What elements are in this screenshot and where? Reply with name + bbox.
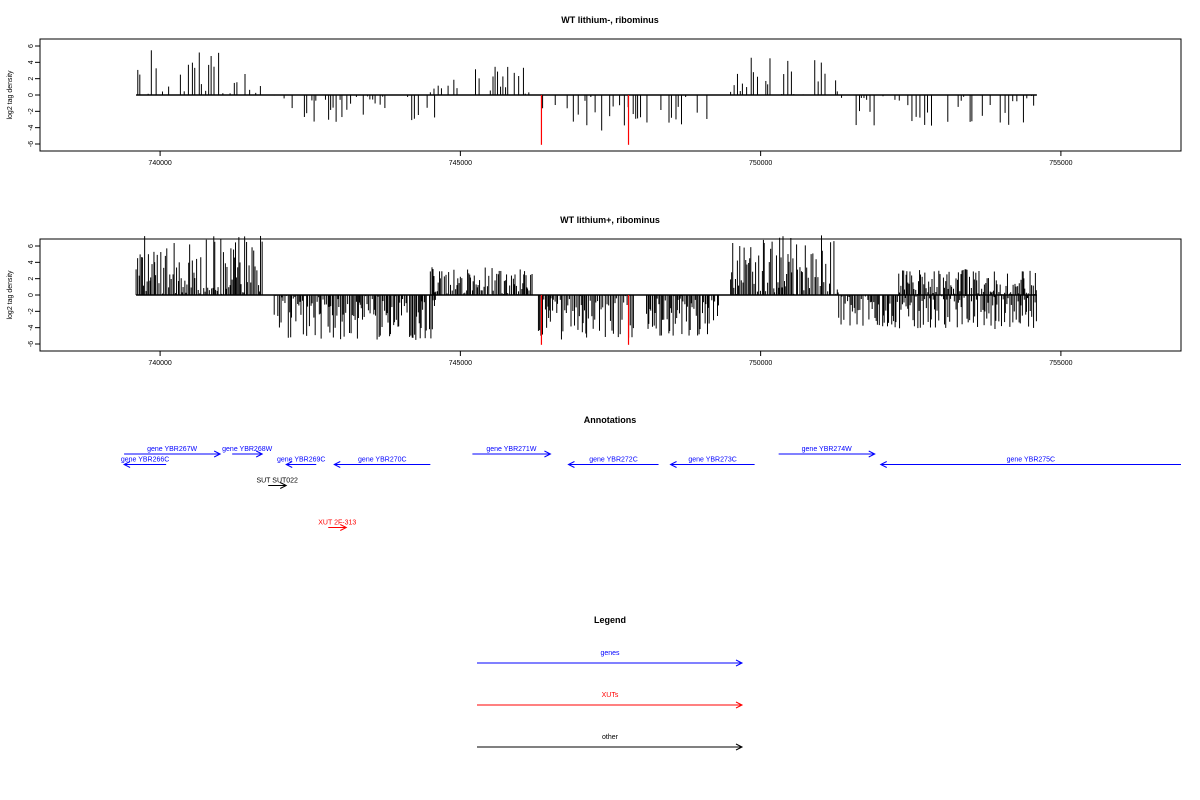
y-tick-label: -4 xyxy=(28,324,35,330)
y-tick-label: -6 xyxy=(28,341,35,347)
x-tick-label: 740000 xyxy=(148,160,171,167)
x-tick-label: 740000 xyxy=(148,360,171,367)
feature-label: gene YBR268W xyxy=(222,446,272,453)
feature-arrow-head xyxy=(122,461,131,468)
y-tick-label: 0 xyxy=(28,293,35,297)
feature-arrow-head xyxy=(213,450,222,458)
annotation-feature: gene YBR268W xyxy=(222,446,273,458)
x-tick-label: 745000 xyxy=(449,360,472,367)
feature-arrow-head xyxy=(285,461,293,468)
legend-item: other xyxy=(477,734,744,751)
panel-title: WT lithium-, ribominus xyxy=(561,15,659,25)
y-axis-label: log2 tag density xyxy=(7,70,14,120)
y-tick-label: 6 xyxy=(28,44,35,48)
legend-label: XUTs xyxy=(602,692,619,699)
signal-bars xyxy=(135,235,1037,345)
annotation-feature: gene YBR270C xyxy=(333,457,431,468)
x-tick-label: 750000 xyxy=(749,160,772,167)
signal-bars xyxy=(136,50,1037,145)
feature-label: gene YBR272C xyxy=(589,457,638,464)
y-tick-label: 2 xyxy=(28,277,35,281)
annotation-feature: gene YBR271W xyxy=(472,446,552,458)
x-tick-label: 745000 xyxy=(449,160,472,167)
feature-arrow-head xyxy=(279,482,288,489)
feature-arrow-head xyxy=(340,524,348,531)
legend-title: Legend xyxy=(594,615,626,625)
x-axis: 740000 745000 750000 755000 xyxy=(148,351,1073,367)
legend-arrow-head xyxy=(735,659,744,667)
y-tick-label: -6 xyxy=(28,141,35,147)
x-tick-label: 755000 xyxy=(1049,360,1072,367)
feature-label: gene YBR266C xyxy=(121,457,170,464)
legend-item: XUTs xyxy=(477,692,744,709)
feature-label: SUT SUT022 xyxy=(256,478,298,485)
annotation-feature: gene YBR266C xyxy=(121,457,170,468)
legend: Legend genes XUTs other xyxy=(477,615,744,751)
feature-label: gene YBR271W xyxy=(486,446,536,453)
legend-arrow-head xyxy=(735,701,744,709)
feature-label: gene YBR273C xyxy=(688,457,737,464)
annotation-feature: gene YBR267W xyxy=(124,446,222,458)
annotation-feature: gene YBR273C xyxy=(669,457,755,468)
feature-arrow-head xyxy=(868,450,876,458)
y-axis: -6 -4 -2 0 2 4 6 xyxy=(28,244,40,347)
legend-label: genes xyxy=(600,650,620,657)
y-tick-label: -4 xyxy=(28,124,35,130)
feature-arrow-head xyxy=(879,461,887,468)
legend-arrow-head xyxy=(735,743,744,751)
feature-label: gene YBR267W xyxy=(147,446,197,453)
feature-label: gene YBR274W xyxy=(802,446,852,453)
feature-arrow-head xyxy=(669,461,677,468)
feature-label: gene YBR269C xyxy=(277,457,326,464)
annotation-feature: SUT SUT022 xyxy=(256,478,298,489)
y-axis: -6 -4 -2 0 2 4 6 xyxy=(28,44,40,147)
annotation-feature: XUT 2F-313 xyxy=(318,520,356,531)
x-tick-label: 750000 xyxy=(749,360,772,367)
panel-title: WT lithium+, ribominus xyxy=(560,215,660,225)
feature-arrow-head xyxy=(255,450,264,458)
feature-label: gene YBR270C xyxy=(358,457,407,464)
x-axis: 740000 745000 750000 755000 xyxy=(148,151,1073,167)
panel-lithium-plus: WT lithium+, ribominus log2 tag density … xyxy=(7,215,1182,367)
annotation-features: gene YBR266C gene YBR267W gene YBR268W gene… xyxy=(121,446,1181,531)
annotation-feature: gene YBR274W xyxy=(778,446,876,458)
feature-label: gene YBR275C xyxy=(1007,457,1056,464)
feature-arrow-head xyxy=(333,461,341,468)
panel-lithium-minus: WT lithium-, ribominus log2 tag density … xyxy=(7,15,1182,167)
annotation-feature: gene YBR275C xyxy=(879,457,1181,468)
legend-label: other xyxy=(602,734,619,741)
annotations-title: Annotations xyxy=(584,415,637,425)
x-tick-label: 755000 xyxy=(1049,160,1072,167)
y-axis-label: log2 tag density xyxy=(7,270,14,320)
y-tick-label: 2 xyxy=(28,77,35,81)
y-tick-label: -2 xyxy=(28,108,35,114)
y-tick-label: 0 xyxy=(28,93,35,97)
feature-arrow-head xyxy=(544,450,552,458)
y-tick-label: 4 xyxy=(28,60,35,64)
y-tick-label: -2 xyxy=(28,308,35,314)
y-tick-label: 4 xyxy=(28,260,35,264)
annotation-feature: gene YBR272C xyxy=(567,457,659,468)
legend-items: genes XUTs other xyxy=(477,650,744,751)
legend-item: genes xyxy=(477,650,744,667)
feature-label: XUT 2F-313 xyxy=(318,520,356,527)
annotation-feature: gene YBR269C xyxy=(277,457,326,468)
y-tick-label: 6 xyxy=(28,244,35,248)
feature-arrow-head xyxy=(567,461,575,468)
